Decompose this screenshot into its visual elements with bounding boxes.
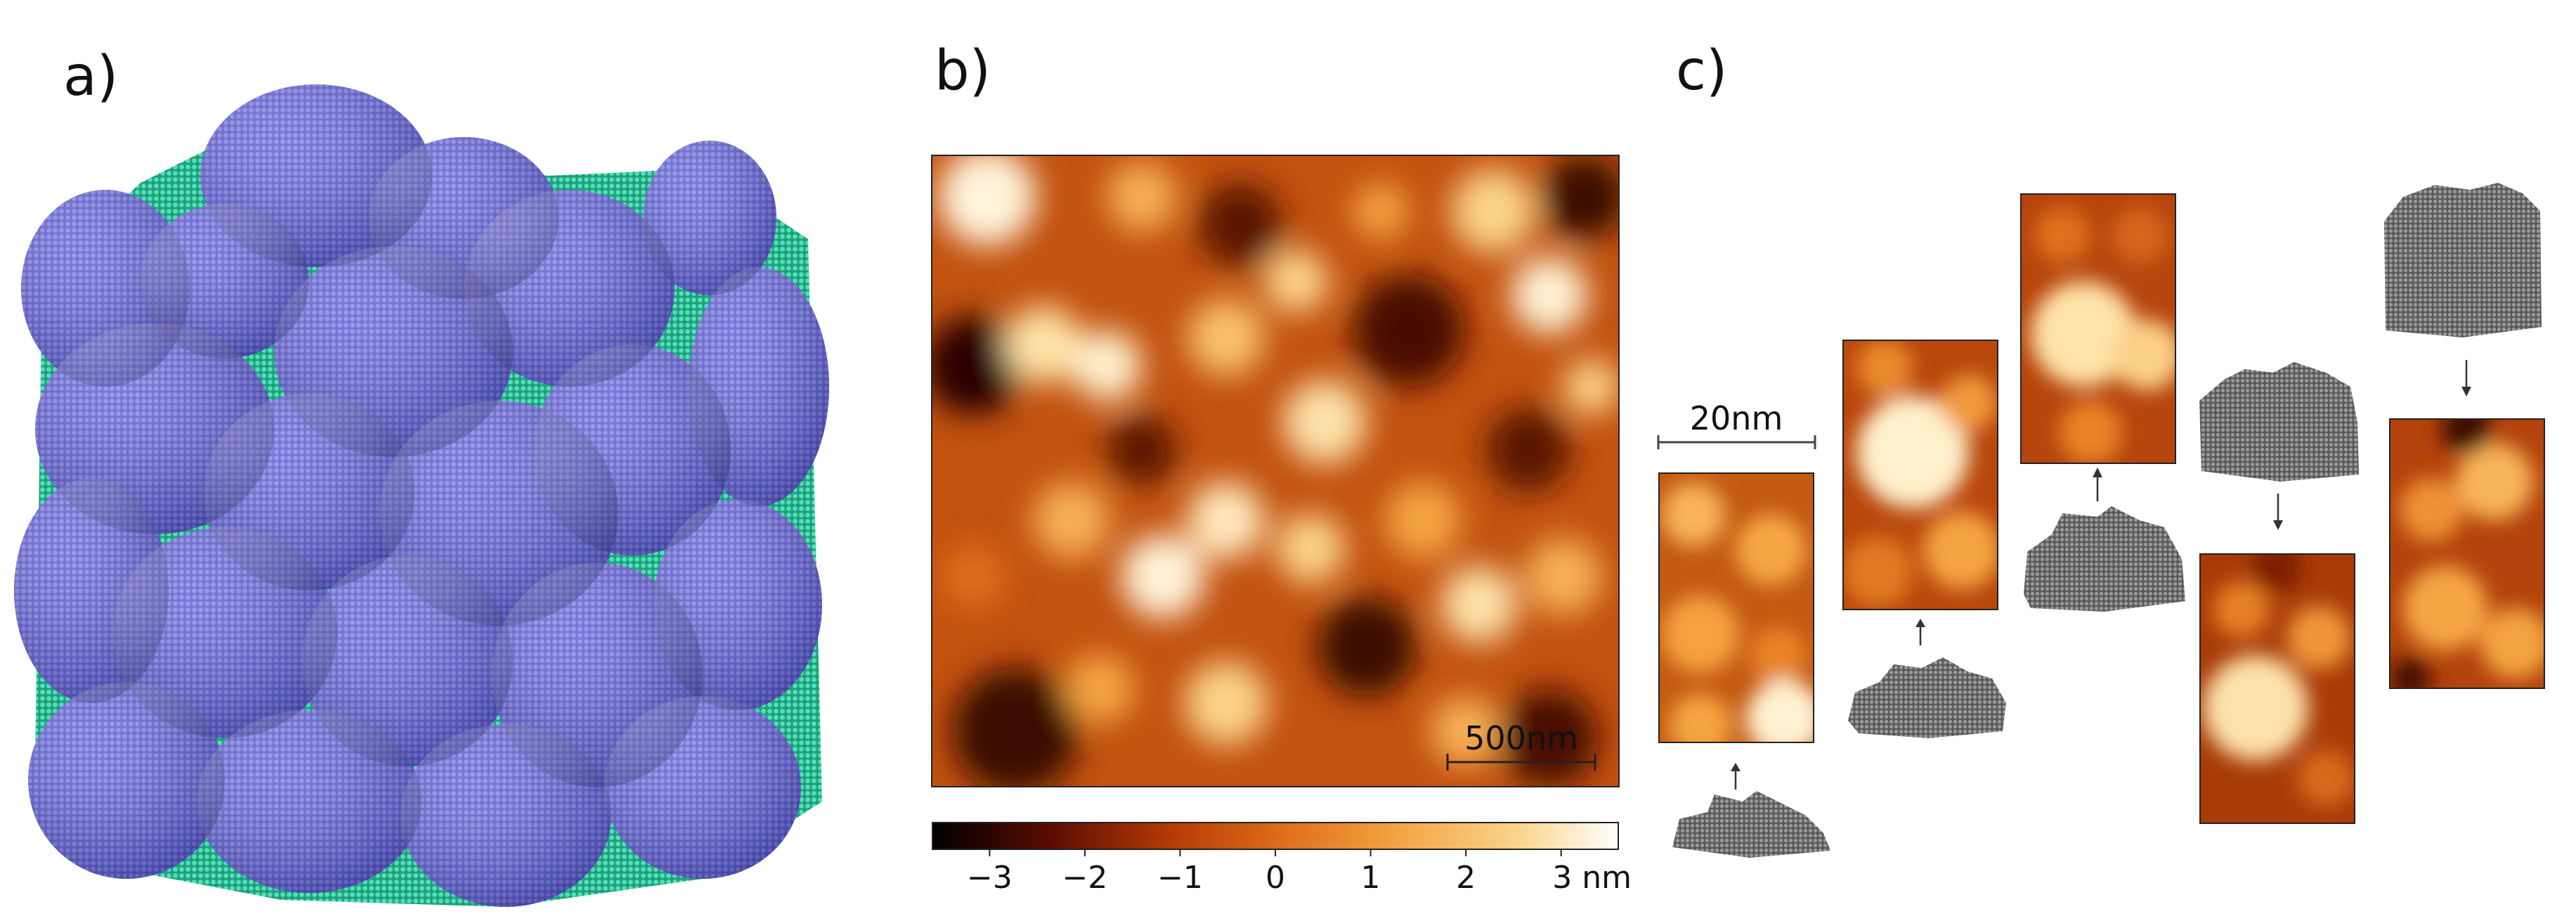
- panel-c-height-map-3: [2020, 193, 2176, 464]
- panel-b-scale-label: 500nm: [1464, 719, 1578, 757]
- panel-c-render-4: [2196, 359, 2364, 485]
- panel-c-arrow-up-2: [1913, 619, 1927, 647]
- panel-c-scale-label: 20nm: [1690, 399, 1783, 437]
- colorbar-tick-label: 0: [1266, 860, 1285, 896]
- colorbar-tick-label: −2: [1062, 860, 1107, 896]
- panel-c-arrow-down-5: [2459, 359, 2473, 397]
- panel-b-colorbar: −3 −2 −1 0 1 2 3 nm: [931, 812, 1634, 903]
- panel-c-render-3: [2020, 503, 2189, 615]
- panel-a-label: a): [63, 45, 119, 108]
- panel-c-render-5: [2379, 179, 2547, 341]
- colorbar-tick-label: 1: [1361, 860, 1381, 896]
- panel-b-label: b): [935, 39, 991, 103]
- panel-c-scale-bar: 20nm: [1655, 397, 1823, 453]
- colorbar-tick-label: 2: [1456, 860, 1476, 896]
- panel-c-render-1: [1665, 784, 1834, 861]
- panel-c-arrow-up-1: [1729, 763, 1743, 791]
- panel-b-scale-bar: 500nm: [1446, 719, 1596, 771]
- panel-c-height-map-1: [1658, 472, 1814, 743]
- panel-a-atomistic-render: [14, 56, 843, 921]
- panel-c-height-map-2: [1842, 340, 1998, 610]
- colorbar-tick-label: −1: [1157, 860, 1203, 896]
- colorbar-gradient: [932, 822, 1619, 850]
- colorbar-tick-label: 3 nm: [1552, 860, 1632, 896]
- panel-c-arrow-down-4: [2271, 492, 2285, 531]
- panel-c-label: c): [1676, 39, 1728, 103]
- panel-c-height-map-4: [2199, 553, 2355, 824]
- panel-c-height-map-5: [2389, 418, 2545, 689]
- panel-b-afm-map: 500nm: [931, 155, 1620, 787]
- colorbar-tick-label: −3: [967, 860, 1013, 896]
- panel-c-render-2: [1845, 650, 2013, 742]
- panel-c-arrow-up-3: [2090, 468, 2105, 503]
